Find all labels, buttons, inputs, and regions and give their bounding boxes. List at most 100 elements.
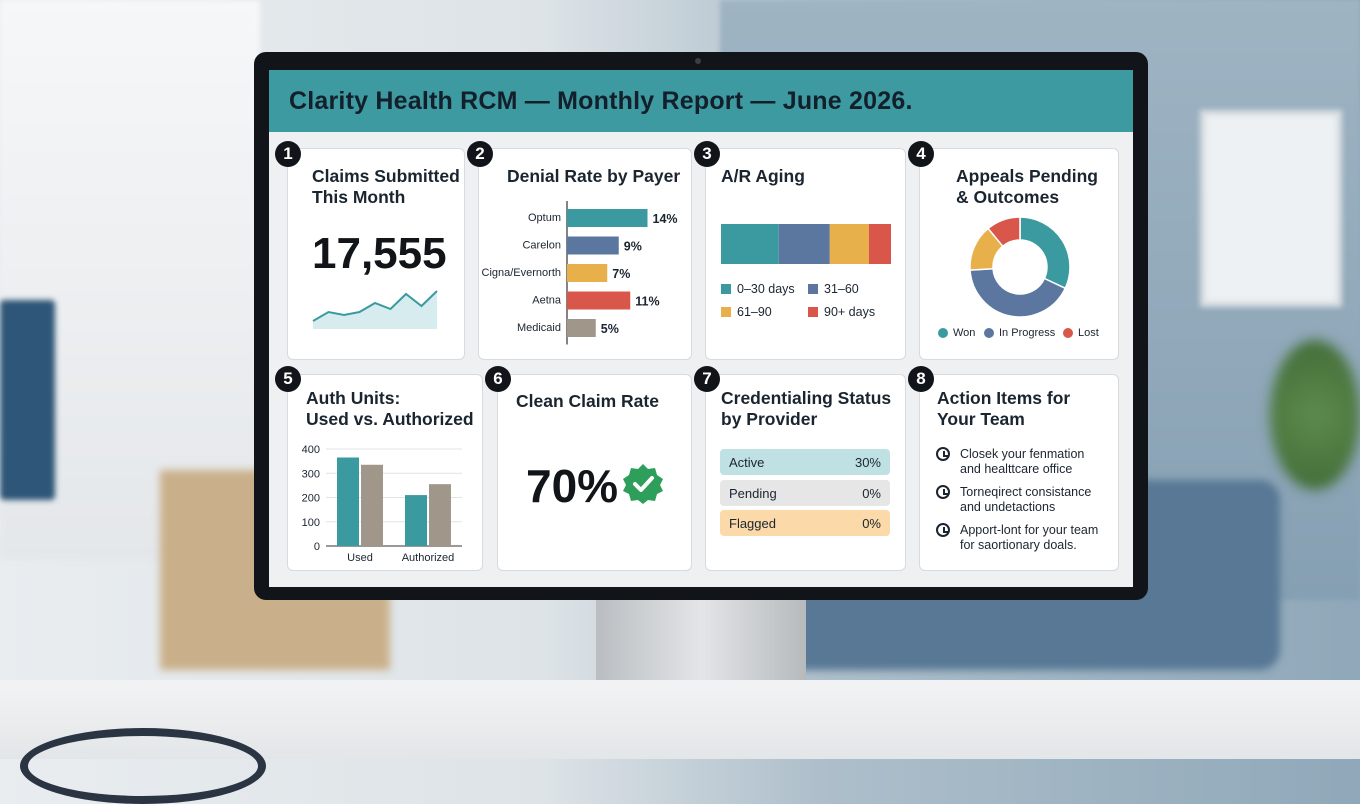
- legend-dot: [938, 328, 948, 338]
- donut-slice: [969, 267, 1067, 318]
- ar-segment: [829, 224, 869, 264]
- card-title: A/R Aging: [721, 166, 805, 186]
- legend-item: In Progress: [984, 327, 1055, 339]
- background-plant: [1270, 340, 1360, 490]
- card-credentialing[interactable]: Credentialing Status by Provider Active …: [705, 374, 906, 571]
- x-tick-label: Used: [347, 552, 373, 564]
- denial-value-label: 5%: [601, 322, 619, 336]
- action-item[interactable]: Apport-lont for your team for saortionar…: [936, 523, 1111, 553]
- denial-value-label: 9%: [624, 240, 642, 254]
- payer-label: Medicaid: [517, 322, 561, 334]
- card-title: Denial Rate by Payer: [507, 166, 681, 186]
- card-clean-claim-rate[interactable]: Clean Claim Rate 70%: [497, 374, 692, 571]
- legend-dot: [984, 328, 994, 338]
- clean-claim-value: 70%: [526, 460, 619, 512]
- denial-value-label: 11%: [635, 295, 659, 309]
- denial-bar: [567, 319, 596, 337]
- appeals-donut-chart: [969, 216, 1071, 318]
- y-tick-label: 300: [302, 468, 320, 480]
- card-title: Appeals Pending & Outcomes: [956, 166, 1098, 207]
- donut-slice: [1019, 216, 1071, 290]
- legend-item: 0–30 days: [721, 282, 795, 296]
- auth-bar: [405, 495, 427, 546]
- status-row-flagged: Flagged 0%: [720, 510, 890, 536]
- background-monitor: [0, 300, 55, 500]
- card-title: Clean Claim Rate: [516, 391, 659, 411]
- legend-swatch: [808, 284, 818, 294]
- denial-bar: [567, 209, 648, 227]
- card-number-badge: 3: [694, 141, 720, 167]
- payer-label: Optum: [528, 212, 561, 224]
- y-tick-label: 100: [302, 517, 320, 529]
- action-item[interactable]: Closek your fenmation and healttcare off…: [936, 447, 1111, 477]
- denial-rate-chart: Optum 14% Carelon 9% Cigna/Evernorth 7% Aetna 1…: [482, 201, 678, 345]
- denial-bar: [567, 236, 619, 255]
- trend-area: [313, 291, 437, 329]
- ar-segment: [721, 224, 779, 264]
- legend-label: In Progress: [999, 327, 1056, 339]
- clock-icon: [936, 523, 950, 537]
- ar-segment: [778, 224, 830, 264]
- denial-bar: [567, 264, 608, 282]
- card-title: Claims Submitted This Month: [312, 166, 460, 207]
- card-number-badge: 4: [908, 141, 934, 167]
- card-number-badge: 7: [694, 366, 720, 392]
- card-ar-aging[interactable]: A/R Aging 0–30 days 31–60 61–90 90+ days: [705, 148, 906, 360]
- claims-trend-chart: [312, 290, 438, 329]
- payer-label: Aetna: [532, 295, 562, 307]
- legend-item: Lost: [1063, 327, 1099, 339]
- ar-aging-chart: [721, 224, 891, 264]
- legend-item: 90+ days: [808, 305, 875, 319]
- legend-swatch: [721, 307, 731, 317]
- card-title: Auth Units: Used vs. Authorized: [306, 388, 474, 429]
- card-title: Credentialing Status by Provider: [721, 388, 892, 429]
- stethoscope: [20, 728, 266, 804]
- payer-label: Cigna/Evernorth: [482, 267, 562, 279]
- denial-value-label: 7%: [612, 267, 630, 281]
- dashboard-screen: Clarity Health RCM — Monthly Report — Ju…: [269, 70, 1133, 587]
- card-denial-rate[interactable]: Denial Rate by Payer Optum 14% Carelon 9% Ci…: [478, 148, 692, 360]
- legend-swatch: [808, 307, 818, 317]
- card-number-badge: 8: [908, 366, 934, 392]
- card-number-badge: 1: [275, 141, 301, 167]
- background-wall-frame: [1200, 110, 1342, 307]
- card-auth-units[interactable]: Auth Units: Used vs. Authorized 0 100 200 3…: [287, 374, 483, 571]
- verified-check-icon: [623, 464, 663, 504]
- auth-units-chart: 0 100 200 300 400 Used Authorized: [302, 444, 462, 564]
- legend-label: 0–30 days: [737, 282, 795, 296]
- legend-dot: [1063, 328, 1073, 338]
- donut-slice: [987, 216, 1021, 248]
- claims-count: 17,555: [312, 229, 447, 278]
- report-title: Clarity Health RCM — Monthly Report — Ju…: [289, 87, 913, 115]
- x-tick-label: Authorized: [402, 552, 455, 564]
- auth-bar: [429, 484, 451, 546]
- report-header: Clarity Health RCM — Monthly Report — Ju…: [269, 70, 1133, 132]
- payer-label: Carelon: [522, 240, 561, 252]
- y-tick-label: 400: [302, 444, 320, 456]
- action-item[interactable]: Torneqirect consistance and undetactions: [936, 485, 1111, 515]
- denial-bar: [567, 291, 631, 310]
- trend-line: [312, 290, 438, 322]
- card-number-badge: 5: [275, 366, 301, 392]
- legend-item: Won: [938, 327, 975, 339]
- legend-label: Lost: [1078, 327, 1099, 339]
- y-tick-label: 200: [302, 493, 320, 505]
- legend-swatch: [721, 284, 731, 294]
- legend-item: 31–60: [808, 282, 859, 296]
- card-title: Action Items for Your Team: [937, 388, 1071, 429]
- status-row-active: Active 30%: [720, 449, 890, 475]
- legend-label: 90+ days: [824, 305, 876, 319]
- card-claims-submitted[interactable]: Claims Submitted This Month 17,555: [287, 148, 465, 360]
- clock-icon: [936, 485, 950, 499]
- card-number-badge: 2: [467, 141, 493, 167]
- legend-label: Won: [953, 327, 976, 339]
- status-row-pending: Pending 0%: [720, 480, 890, 506]
- ar-segment: [868, 224, 891, 264]
- y-tick-label: 0: [314, 541, 320, 553]
- card-appeals[interactable]: Appeals Pending & Outcomes Won In Progres…: [919, 148, 1119, 360]
- legend-item: 61–90: [721, 305, 772, 319]
- legend-label: 31–60: [824, 282, 859, 296]
- auth-bar: [361, 464, 383, 546]
- clock-icon: [936, 447, 950, 461]
- card-action-items[interactable]: Action Items for Your Team Closek your f…: [919, 374, 1119, 571]
